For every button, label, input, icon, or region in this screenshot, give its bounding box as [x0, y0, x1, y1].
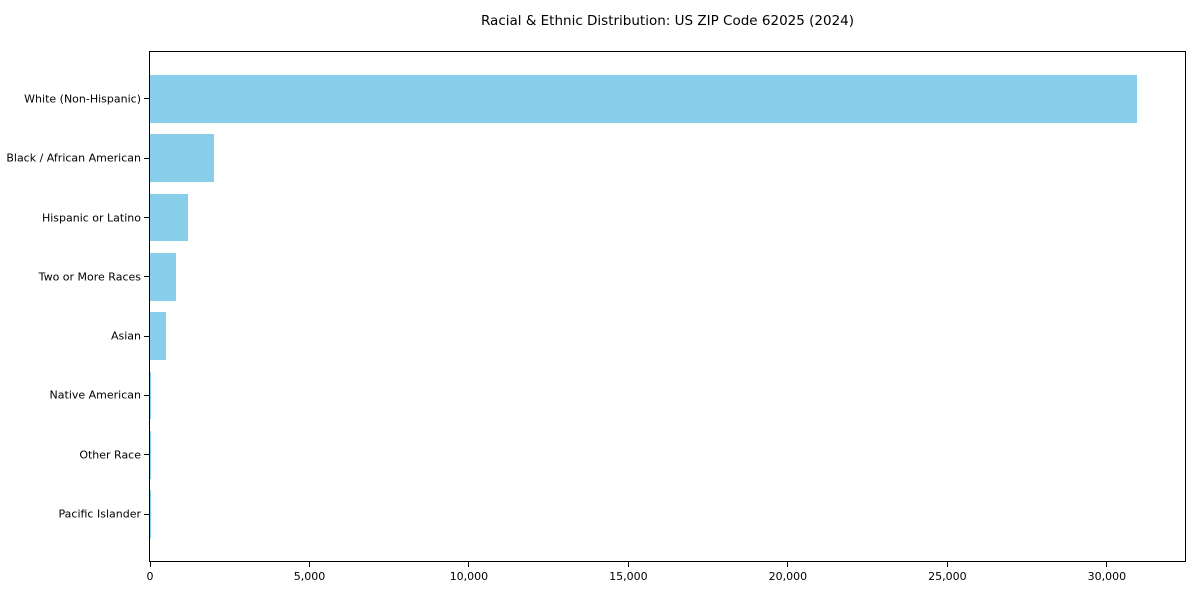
- y-tick-mark: [144, 394, 149, 396]
- bar: [150, 312, 166, 360]
- x-tick-label: 30,000: [1087, 570, 1127, 583]
- y-tick-label: Other Race: [79, 448, 141, 462]
- y-tick-label: Native American: [49, 388, 141, 402]
- x-tick-label: 25,000: [928, 570, 967, 583]
- y-tick-mark: [144, 98, 149, 100]
- x-tick-label: 10,000: [449, 570, 489, 583]
- y-tick-label: Pacific Islander: [58, 507, 141, 521]
- y-tick-mark: [144, 217, 149, 218]
- y-tick-mark: [144, 157, 149, 159]
- plot-area: [149, 51, 1186, 562]
- bar: [150, 134, 214, 182]
- y-tick-mark: [144, 335, 149, 337]
- x-tick-mark: [308, 562, 310, 567]
- x-tick-mark: [627, 562, 629, 567]
- y-tick-label: Black / African American: [6, 151, 141, 165]
- y-tick-mark: [144, 454, 149, 456]
- x-tick-label: 20,000: [768, 570, 808, 583]
- bar: [150, 193, 188, 242]
- y-tick-mark: [144, 513, 149, 515]
- y-tick-mark: [144, 276, 149, 278]
- x-tick-mark: [787, 562, 789, 567]
- bar: [150, 253, 177, 301]
- x-tick-label: 5,000: [293, 570, 326, 583]
- y-tick-label: Hispanic or Latino: [41, 211, 141, 224]
- x-tick-mark: [149, 562, 151, 567]
- y-tick-label: Asian: [110, 329, 141, 343]
- bar: [150, 75, 1137, 123]
- chart-title: Racial & Ethnic Distribution: US ZIP Cod…: [480, 13, 855, 29]
- x-tick-label: 0: [146, 570, 154, 583]
- x-tick-mark: [946, 562, 948, 567]
- y-tick-label: White (Non-Hispanic): [24, 92, 141, 106]
- x-tick-mark: [1106, 562, 1108, 567]
- y-tick-label: Two or More Races: [38, 270, 141, 284]
- bar: [150, 371, 152, 420]
- x-tick-label: 15,000: [609, 570, 648, 583]
- x-tick-mark: [468, 562, 470, 567]
